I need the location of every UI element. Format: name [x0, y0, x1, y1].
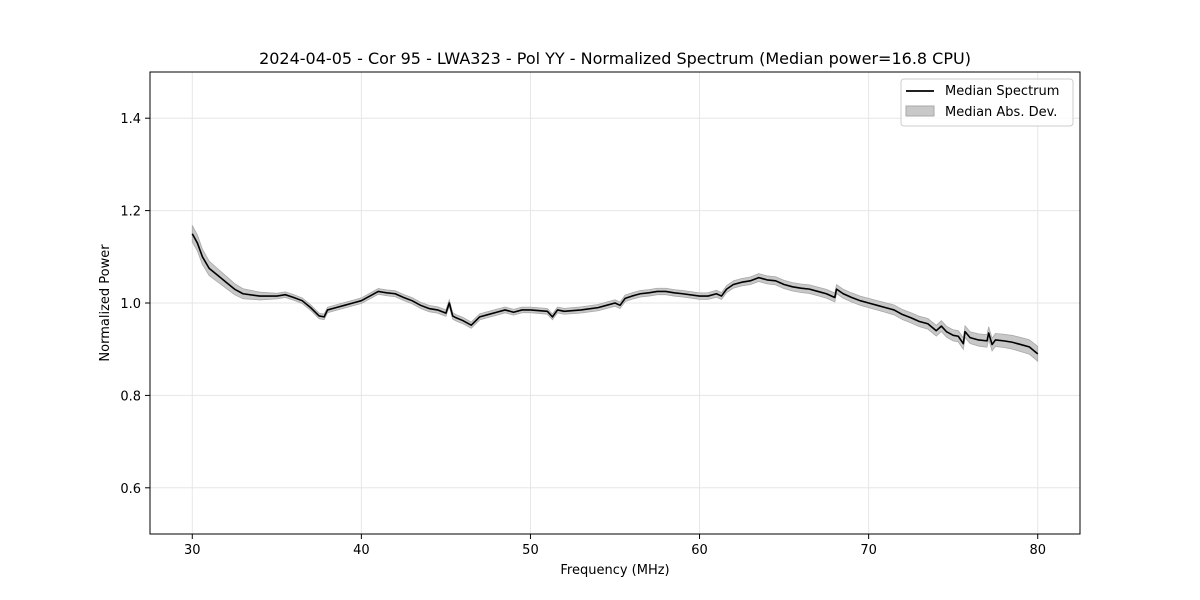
legend: Median Spectrum Median Abs. Dev.: [900, 78, 1074, 127]
median-spectrum-line: [191, 233, 1039, 355]
y-axis-label: Normalized Power: [98, 244, 113, 362]
y-tick-label: 1.4: [120, 112, 141, 127]
y-tick-label: 0.6: [120, 482, 141, 497]
legend-box: [900, 78, 1074, 127]
mad-band: [191, 225, 1039, 363]
legend-band-swatch: [905, 105, 935, 117]
legend-entry-median-abs-dev: Median Abs. Dev.: [945, 105, 1057, 120]
x-ticks: 30 40 50 60 70 80: [184, 534, 1046, 558]
y-tick-label: 0.8: [120, 389, 141, 404]
mad-band-area: [191, 225, 1039, 363]
legend-entry-median-spectrum: Median Spectrum: [945, 84, 1059, 99]
x-tick-label: 70: [860, 543, 877, 558]
x-tick-label: 60: [691, 543, 708, 558]
y-tick-label: 1.0: [120, 297, 141, 312]
median-spectrum: [191, 233, 1039, 355]
x-tick-label: 50: [522, 543, 539, 558]
x-tick-label: 30: [184, 543, 201, 558]
y-ticks: 0.6 0.8 1.0 1.2 1.4: [120, 112, 150, 497]
y-tick-label: 1.2: [120, 205, 141, 220]
x-tick-label: 40: [353, 543, 370, 558]
x-axis-label: Frequency (MHz): [560, 563, 669, 578]
x-tick-label: 80: [1029, 543, 1046, 558]
chart-title: 2024-04-05 - Cor 95 - LWA323 - Pol YY - …: [259, 49, 971, 68]
